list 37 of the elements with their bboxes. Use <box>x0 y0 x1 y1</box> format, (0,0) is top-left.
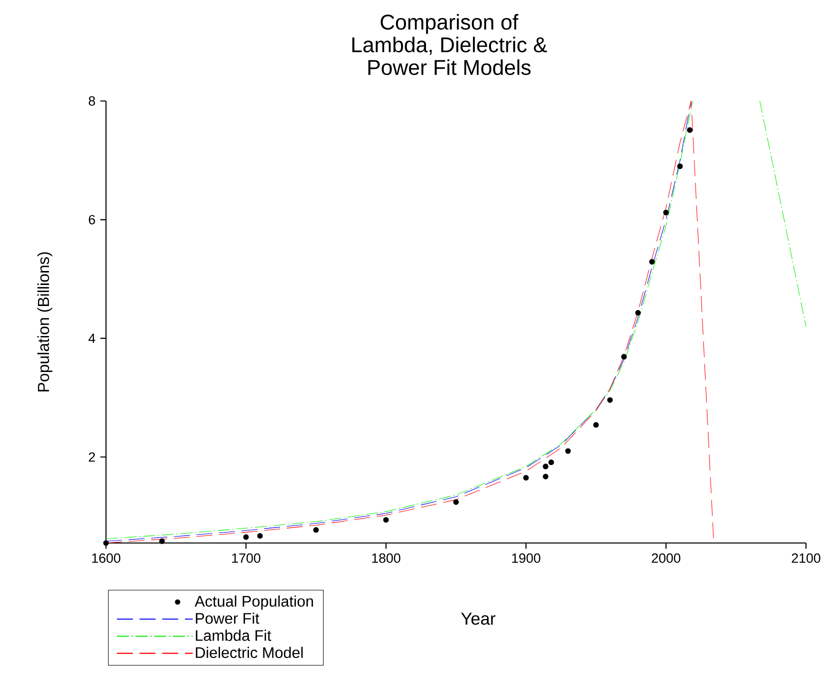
point <box>453 499 459 505</box>
x-tick-label: 2000 <box>652 553 680 563</box>
point <box>565 448 571 454</box>
x-tick-label: 1900 <box>512 553 540 563</box>
y-tick-label: 2 <box>88 452 95 462</box>
y-tick-label: 8 <box>88 96 96 106</box>
x-tick-label: 1800 <box>372 553 400 563</box>
y-tick-label: 6 <box>88 214 96 224</box>
point <box>159 538 165 544</box>
x-tick-label: 1700 <box>232 553 260 563</box>
legend-label: Dielectric Model <box>196 646 303 658</box>
point <box>663 210 669 216</box>
point <box>677 163 683 170</box>
point <box>548 460 554 466</box>
point <box>607 397 613 403</box>
point <box>686 127 693 133</box>
point <box>383 517 389 523</box>
point <box>257 533 263 539</box>
point <box>523 474 529 481</box>
y-axis-title: Population (Billions) <box>37 252 52 392</box>
point <box>542 474 548 480</box>
point <box>649 258 655 265</box>
x-axis-title: Year <box>461 612 496 625</box>
point <box>593 422 599 428</box>
point <box>621 354 627 360</box>
point <box>313 527 319 533</box>
point <box>542 464 548 470</box>
point <box>635 310 641 316</box>
legend-label: Actual Population <box>194 595 313 610</box>
point <box>243 534 249 540</box>
y-tick-label: 4 <box>88 334 96 343</box>
legend-label: Lambda Fit <box>196 630 272 641</box>
chart-title: Comparison of Lambda, Dielectric & Power Fit Models <box>352 14 548 76</box>
point <box>103 540 109 546</box>
x-tick-label: 1600 <box>92 553 120 563</box>
x-tick-label: 2100 <box>792 553 820 563</box>
legend-label: Power Fit <box>196 612 260 624</box>
